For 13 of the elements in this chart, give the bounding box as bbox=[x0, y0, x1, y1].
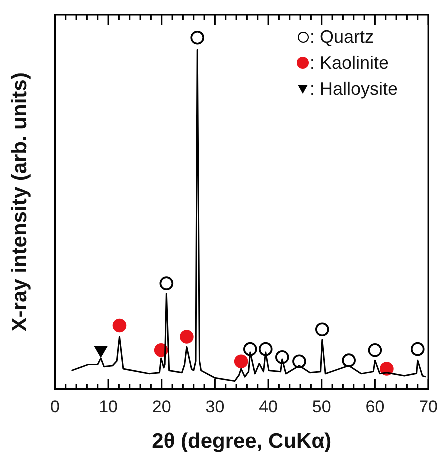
x-tick-label: 70 bbox=[419, 397, 438, 416]
y-axis-title: X-ray intensity (arb. units) bbox=[8, 72, 32, 332]
x-tick-label: 10 bbox=[99, 397, 118, 416]
x-tick-label: 40 bbox=[259, 397, 278, 416]
x-tick-label: 20 bbox=[152, 397, 172, 416]
x-tick-label: 50 bbox=[312, 397, 332, 416]
x-tick-label: 60 bbox=[366, 397, 385, 416]
legend-label: : Quartz bbox=[310, 26, 374, 49]
legend-label: : Kaolinite bbox=[310, 52, 390, 75]
x-tick-label: 30 bbox=[206, 397, 225, 416]
x-tick-label: 0 bbox=[50, 397, 60, 416]
x-axis-title: 2θ (degree, CuKα) bbox=[152, 430, 332, 454]
legend-label: : Halloysite bbox=[310, 78, 398, 101]
